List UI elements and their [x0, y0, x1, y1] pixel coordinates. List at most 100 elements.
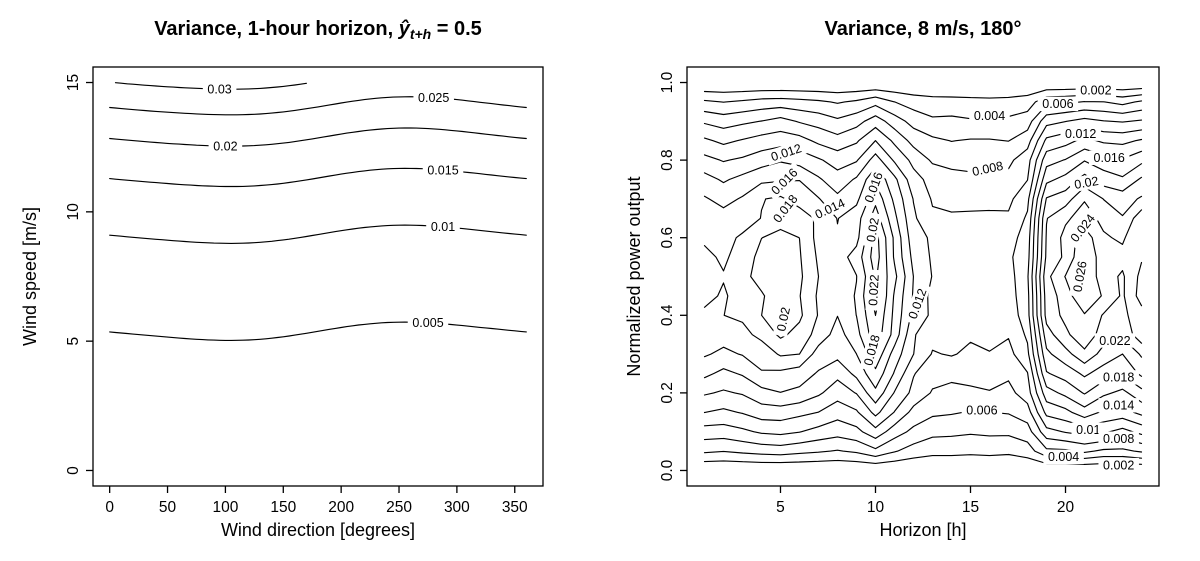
- contour-label: 0.012: [764, 139, 808, 166]
- y-tick-label: 10: [65, 203, 82, 221]
- x-tick-label: 350: [502, 499, 528, 516]
- svg-text:0.008: 0.008: [1103, 432, 1134, 446]
- svg-text:0.018: 0.018: [861, 333, 883, 367]
- right-contour-figure: 5 10 15 20 0.0 0.2 0.4 0.6 0.8 1.0 0.002 0.006 0.004…: [600, 0, 1200, 561]
- contour-line: [703, 88, 1143, 465]
- svg-text:0.02: 0.02: [1073, 174, 1099, 192]
- y-tick-label: 1.0: [659, 71, 676, 93]
- svg-text:0.02: 0.02: [213, 139, 237, 153]
- y-tick-label: 0.8: [659, 149, 676, 171]
- right-plot-x-axis-label: Horizon [h]: [879, 520, 967, 540]
- contour-label: 0.015: [422, 162, 464, 177]
- right-plot-y-axis-label: Normalized power output: [624, 176, 644, 377]
- contour-label: 0.005: [407, 315, 449, 330]
- y-tick-label: 0.0: [659, 459, 676, 481]
- plot-box: [92, 66, 544, 487]
- svg-text:0.015: 0.015: [427, 163, 458, 177]
- contour-label: 0.025: [413, 90, 454, 105]
- svg-text:0.012: 0.012: [769, 141, 803, 164]
- left-plot-title-math-sub: t+h: [409, 25, 432, 42]
- contour-label: 0.02: [772, 301, 794, 338]
- y-tick-label: 0.4: [659, 304, 676, 326]
- contour-label: 0.01: [1071, 422, 1106, 437]
- right-plot-title: Variance, 8 m/s, 180°: [824, 18, 1022, 40]
- y-tick-label: 5: [65, 337, 82, 346]
- contour-label: 0.018: [859, 328, 884, 372]
- svg-text:0.014: 0.014: [1103, 399, 1134, 413]
- contour-label: 0.02: [208, 138, 243, 153]
- svg-text:0.008: 0.008: [971, 159, 1005, 179]
- svg-text:0.02: 0.02: [864, 217, 882, 243]
- contour-label: 0.006: [1037, 96, 1079, 111]
- x-tick-label: 50: [159, 499, 177, 516]
- y-tick-label: 0.2: [659, 382, 676, 404]
- x-tick-label: 100: [212, 499, 238, 516]
- contour-label: 0.008: [966, 157, 1009, 180]
- contour-line: [109, 127, 527, 147]
- left-plot-y-axis-label: Wind speed [m/s]: [20, 206, 40, 347]
- svg-text:0.014: 0.014: [813, 196, 847, 222]
- x-tick-label: 20: [1057, 499, 1075, 516]
- contour-label: 0.008: [1098, 431, 1139, 446]
- svg-text:0.022: 0.022: [1099, 334, 1130, 348]
- contour-line: [703, 117, 1143, 436]
- svg-text:0.01: 0.01: [431, 220, 455, 234]
- svg-text:0.006: 0.006: [1042, 97, 1073, 111]
- svg-text:0.005: 0.005: [412, 316, 443, 330]
- svg-text:0.016: 0.016: [1094, 151, 1125, 165]
- svg-text:0.025: 0.025: [418, 91, 449, 105]
- contour-label: 0.014: [1098, 398, 1139, 413]
- y-tick-label: 15: [65, 74, 82, 91]
- contour-label: 0.012: [903, 282, 931, 326]
- x-tick-label: 250: [386, 499, 412, 516]
- left-plot-title-prefix: Variance, 1-hour horizon,: [154, 18, 399, 40]
- contour-line: [109, 167, 527, 188]
- contour-label: 0.004: [969, 108, 1010, 123]
- x-tick-label: 0: [105, 499, 114, 516]
- contour-label: 0.016: [1088, 150, 1130, 165]
- svg-text:0.004: 0.004: [974, 109, 1005, 123]
- contour-line: [109, 96, 527, 116]
- x-tick-label: 300: [444, 499, 470, 516]
- plot-box: [686, 66, 1160, 487]
- contour-label: 0.012: [1060, 126, 1101, 141]
- contour-label: 0.014: [808, 193, 852, 224]
- contour-line: [109, 224, 527, 244]
- contour-label: 0.002: [1075, 83, 1117, 98]
- contour-label: 0.02: [862, 212, 883, 248]
- left-contour-plot: 0 50 100 150 200 250 300 350 0 5 10 15 0.03 0.025 0.02…: [65, 66, 544, 516]
- contour-label: 0.03: [202, 81, 237, 96]
- left-plot-x-axis-label: Wind direction [degrees]: [220, 520, 416, 540]
- left-contour-figure: 0 50 100 150 200 250 300 350 0 5 10 15 0.03 0.025 0.02…: [20, 18, 544, 540]
- x-tick-label: 15: [962, 499, 979, 516]
- left-plot-title-math-var: ŷ: [398, 18, 410, 40]
- contour-line: [703, 127, 1143, 427]
- contour-label: 0.018: [1098, 370, 1139, 385]
- contour-line: [1050, 201, 1143, 350]
- contour-label: 0.006: [961, 403, 1003, 418]
- contour-label: 0.022: [1094, 333, 1136, 348]
- svg-text:0.022: 0.022: [866, 274, 882, 306]
- contour-label: 0.022: [865, 269, 882, 311]
- y-tick-label: 0.6: [659, 227, 676, 249]
- left-plot-title: Variance, 1-hour horizon, ŷt+h = 0.5: [93, 18, 543, 42]
- contour-label: 0.004: [1043, 449, 1084, 464]
- svg-text:0.012: 0.012: [1065, 127, 1096, 141]
- svg-text:0.01: 0.01: [1076, 423, 1100, 437]
- svg-text:0.02: 0.02: [774, 306, 793, 333]
- contour-label: 0.024: [1064, 207, 1101, 249]
- x-tick-label: 150: [270, 499, 296, 516]
- svg-text:0.018: 0.018: [1103, 371, 1134, 385]
- contour-label: 0.01: [426, 219, 460, 234]
- svg-text:0.012: 0.012: [906, 287, 930, 321]
- x-tick-label: 5: [776, 499, 785, 516]
- svg-text:0.03: 0.03: [207, 82, 231, 96]
- svg-text:0.006: 0.006: [966, 404, 997, 418]
- contour-label: 0.002: [1098, 457, 1139, 472]
- svg-text:0.026: 0.026: [1070, 260, 1089, 293]
- x-tick-label: 10: [867, 499, 885, 516]
- x-tick-label: 200: [328, 499, 354, 516]
- svg-text:0.002: 0.002: [1103, 458, 1134, 472]
- contour-label: 0.02: [1068, 172, 1105, 193]
